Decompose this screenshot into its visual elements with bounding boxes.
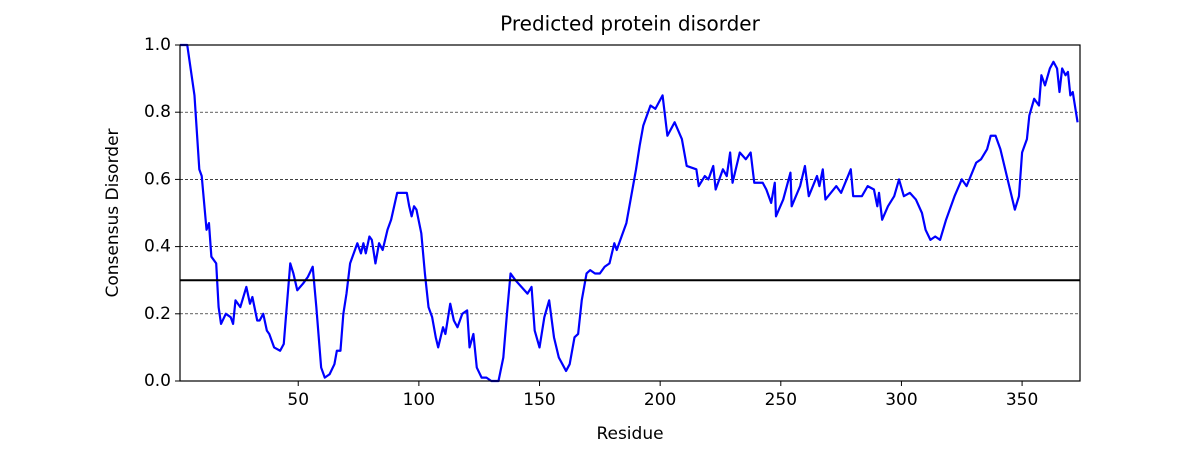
y-axis-label: Consensus Disorder xyxy=(103,128,123,297)
x-tick-label: 300 xyxy=(885,390,917,410)
y-tick-label: 0.4 xyxy=(144,237,171,257)
disorder-line xyxy=(180,43,1079,383)
x-tick-label: 200 xyxy=(644,390,676,410)
x-tick-label: 50 xyxy=(287,390,309,410)
x-tick-label: 150 xyxy=(523,390,555,410)
y-tick-label: 0.8 xyxy=(144,102,171,122)
y-tick-label: 1.0 xyxy=(144,35,171,55)
x-axis-label: Residue xyxy=(596,424,663,444)
y-tick-label: 0.0 xyxy=(144,371,171,391)
x-tick-label: 250 xyxy=(765,390,797,410)
y-tick-label: 0.2 xyxy=(144,304,171,324)
x-tick-label: 100 xyxy=(403,390,435,410)
chart-title: Predicted protein disorder xyxy=(500,12,760,36)
plot-frame xyxy=(179,44,1081,382)
x-tick-label: 350 xyxy=(1006,390,1038,410)
y-tick-label: 0.6 xyxy=(144,169,171,189)
